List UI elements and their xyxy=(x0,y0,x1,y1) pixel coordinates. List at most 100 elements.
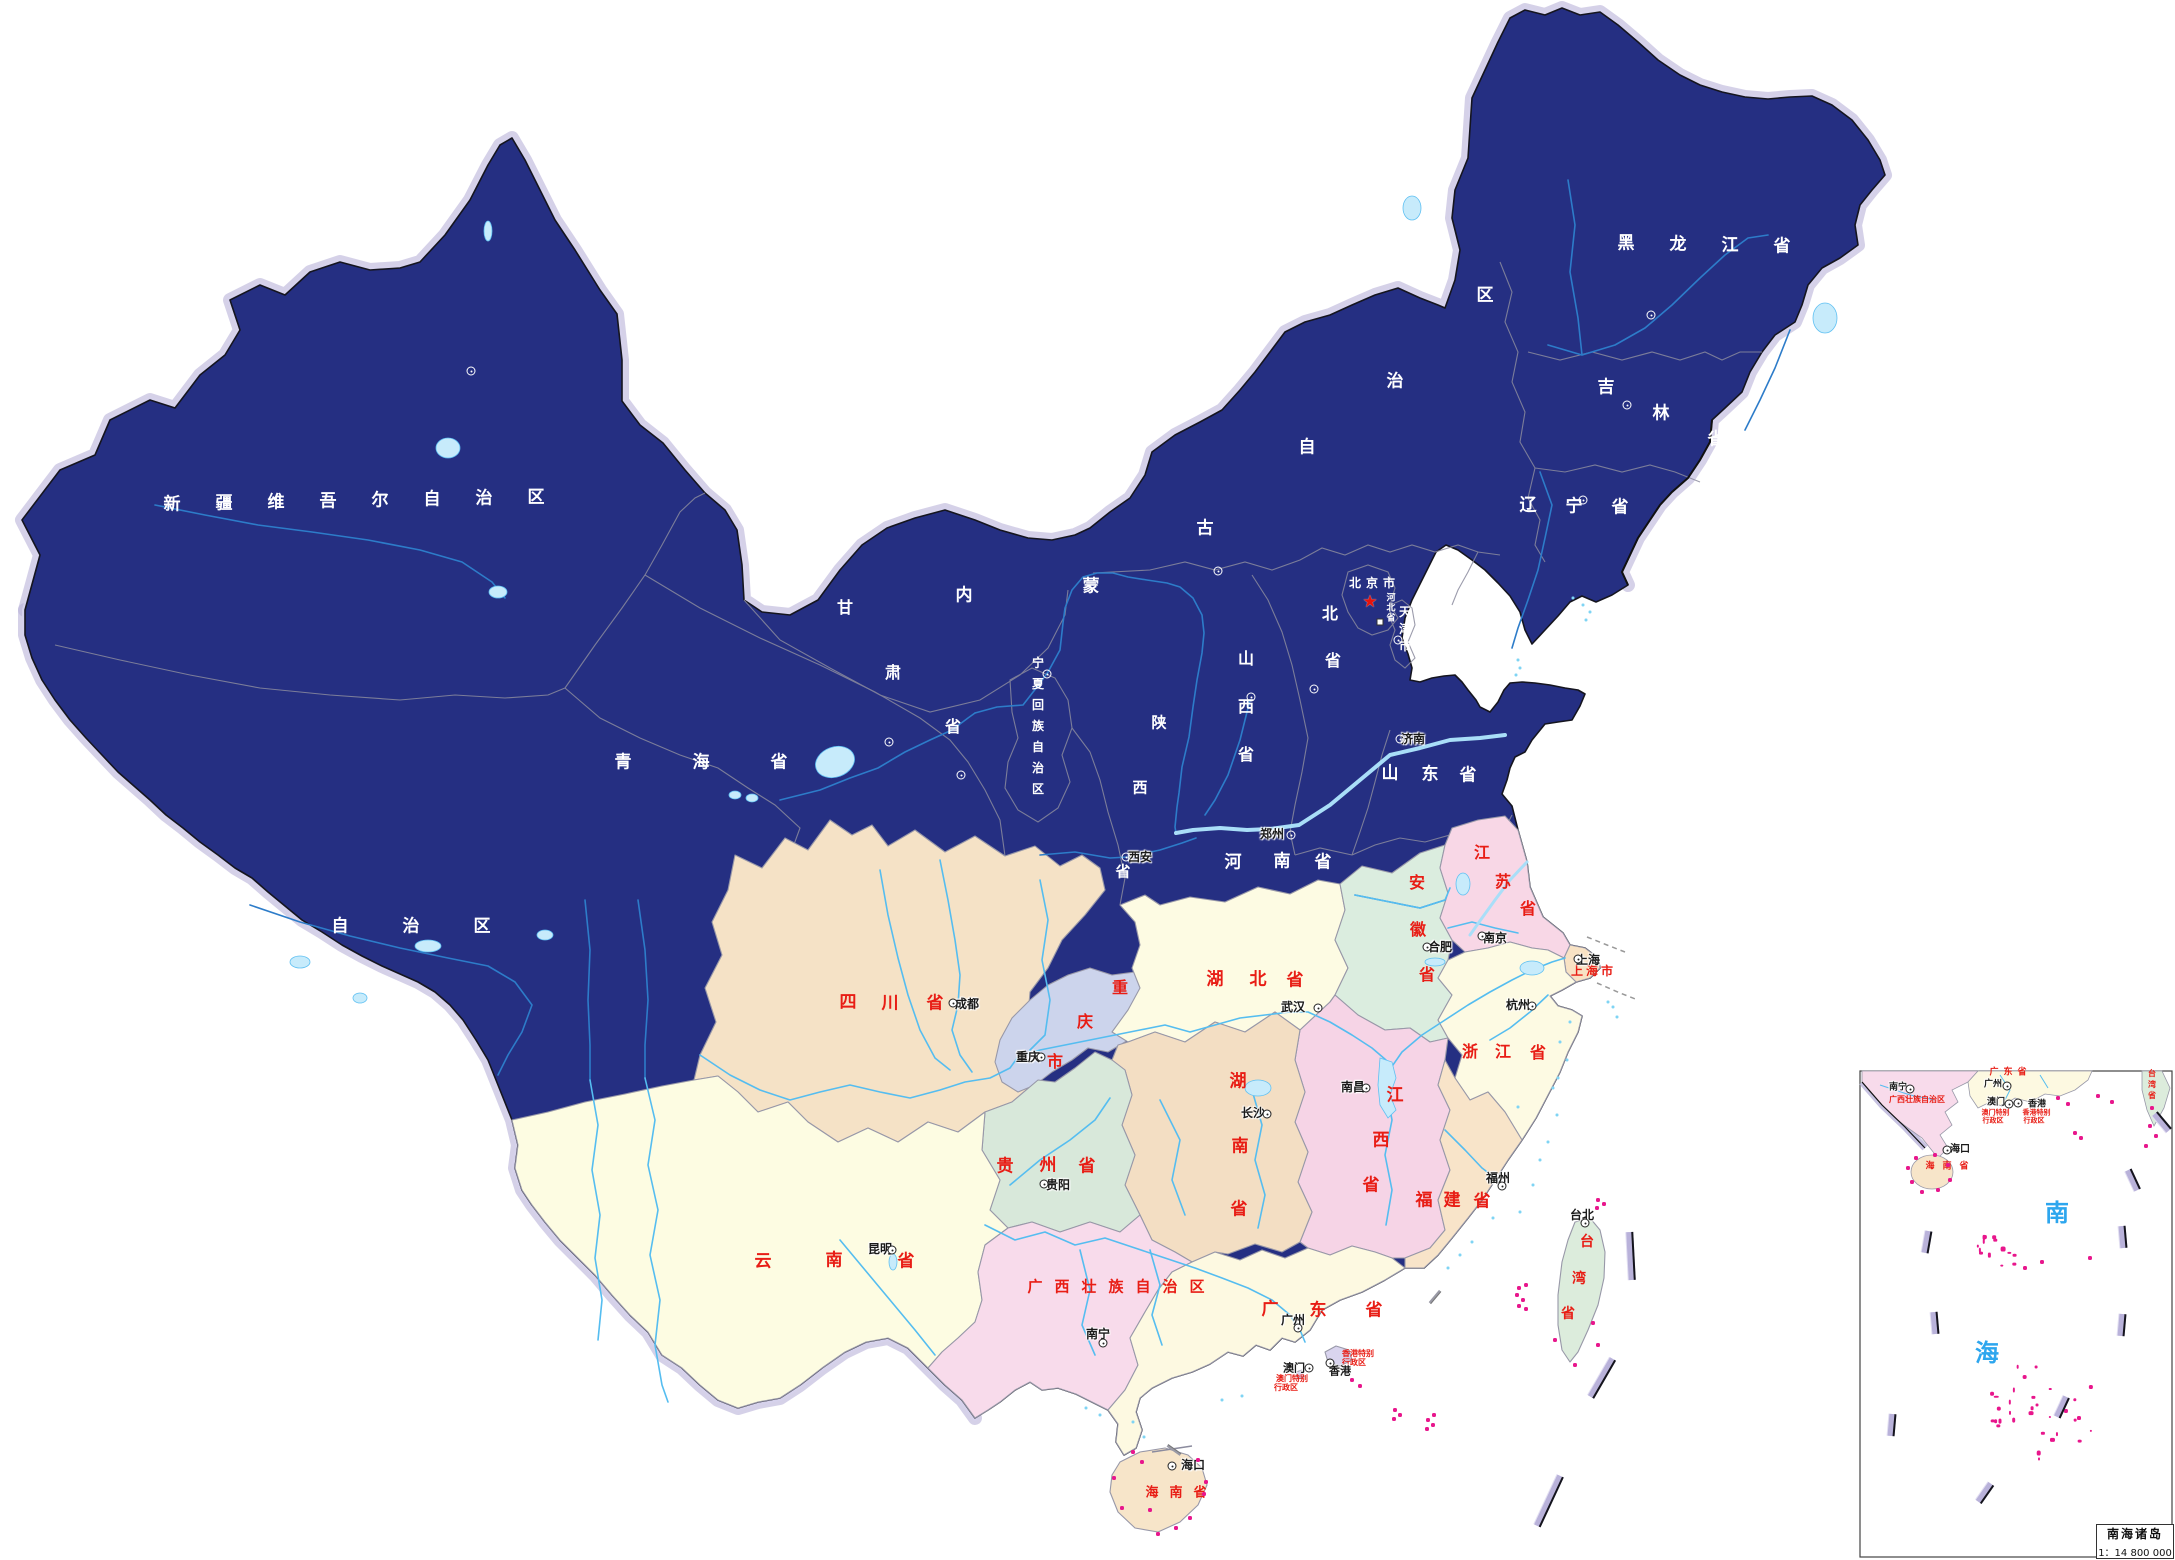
map-label: 治 xyxy=(1031,761,1045,775)
map-label: 政 xyxy=(1989,1116,1997,1125)
map-label: 别 xyxy=(2043,1108,2051,1117)
island-dot-pink xyxy=(1515,1293,1519,1297)
island-dot-pink xyxy=(1914,1156,1918,1160)
island-dot-pink xyxy=(1156,1532,1160,1536)
map-label: 省 xyxy=(1418,965,1436,984)
map-label: 市 xyxy=(1046,1052,1064,1071)
island-dot-pink xyxy=(1358,1384,1362,1388)
map-label: 省 xyxy=(1324,651,1342,670)
island-dot-pink xyxy=(2077,1439,2082,1443)
island-dot-pink xyxy=(2064,1409,2069,1414)
map-label: 行 xyxy=(1274,1383,1282,1392)
map-label: 维 xyxy=(267,492,285,513)
island-dot-pink xyxy=(1993,1395,1999,1399)
island-dot-pink xyxy=(1595,1206,1599,1210)
city-ring-marker xyxy=(884,737,894,747)
map-label: 省 xyxy=(2017,1067,2027,1078)
map-label: 辽 xyxy=(1519,495,1537,516)
map-label: 区 xyxy=(1290,1383,1298,1392)
islet-dot-cyan xyxy=(1606,1000,1610,1004)
map-label: 省 xyxy=(926,993,944,1014)
map-label: 治 xyxy=(1162,1277,1178,1296)
map-label: 市 xyxy=(1382,576,1396,590)
city-ring-marker xyxy=(466,366,476,376)
city-ring-marker xyxy=(1313,1003,1323,1013)
island-dot-pink xyxy=(1573,1363,1577,1367)
map-label: 浙 xyxy=(1461,1042,1479,1061)
island-dot-pink xyxy=(2012,1387,2015,1393)
map-label: 自 xyxy=(423,489,441,510)
map-label: 政 xyxy=(1282,1383,1290,1392)
city-square-marker xyxy=(1376,618,1384,626)
island-dot-pink xyxy=(1350,1378,1354,1382)
map-label: 壮 xyxy=(1905,1095,1913,1104)
island-dot-pink xyxy=(1910,1180,1914,1184)
map-label: 天 xyxy=(1398,605,1412,619)
map-label: 甘 xyxy=(836,598,854,617)
map-label: 海 xyxy=(692,752,710,773)
island-dot-pink xyxy=(1131,1450,1135,1454)
island-dot-pink xyxy=(1920,1190,1924,1194)
islet-dot-cyan xyxy=(1568,1020,1572,1024)
map-label: 省 xyxy=(1078,1156,1096,1177)
map-label: 广州 xyxy=(1280,1313,1306,1327)
beijing-star-marker: ★ xyxy=(1362,592,1378,612)
islet-dot-cyan xyxy=(1220,1398,1224,1402)
map-label: 自 xyxy=(1031,740,1045,754)
island-dot-pink xyxy=(2035,1403,2039,1407)
island-dot-pink xyxy=(2073,1398,2077,1402)
map-label: 行 xyxy=(1982,1116,1990,1125)
map-label: 西 xyxy=(1237,697,1255,716)
province-zhejiang xyxy=(1437,941,1583,1141)
island-dot-pink xyxy=(1948,1178,1952,1182)
map-label: 海口 xyxy=(1180,1458,1206,1472)
map-label: 区 xyxy=(1189,1277,1205,1296)
inset-scale: 1：14 800 000 xyxy=(2098,1547,2172,1559)
map-label: 广州 xyxy=(1983,1079,2003,1090)
map-label: 东 xyxy=(1309,1300,1327,1321)
island-dot-pink xyxy=(1524,1307,1528,1311)
map-label: 海 xyxy=(1145,1485,1159,1501)
island-dot-pink xyxy=(1936,1188,1940,1192)
island-dot-pink xyxy=(2144,1144,2148,1148)
map-label: 省 xyxy=(1237,745,1255,764)
islet-dot-cyan xyxy=(1446,1266,1450,1270)
map-label: 青 xyxy=(614,752,632,773)
city-ring-marker xyxy=(1262,1109,1272,1119)
map-label: 门 xyxy=(1988,1108,1996,1117)
island-dot-pink xyxy=(1553,1338,1557,1342)
island-dot-pink xyxy=(2031,1406,2034,1411)
map-label: 族 xyxy=(1913,1095,1921,1104)
map-label: 省 xyxy=(1611,497,1629,518)
map-label: 自 xyxy=(1135,1277,1151,1296)
map-label: 治 xyxy=(1929,1095,1937,1104)
map-label: 山 xyxy=(1381,763,1399,784)
map-label: 江 xyxy=(1494,1042,1512,1061)
island-dot-pink xyxy=(2007,1251,2011,1254)
map-label: 宁 xyxy=(1565,496,1583,517)
island-dot-pink xyxy=(1591,1321,1595,1325)
map-label: 台北 xyxy=(1569,1208,1595,1222)
city-ring-marker xyxy=(1578,495,1588,505)
map-label: 特 xyxy=(1995,1108,2003,1117)
island-dot-pink xyxy=(2154,1134,2158,1138)
islet-dot-cyan xyxy=(1142,1435,1146,1439)
map-label: 政 xyxy=(2030,1116,2038,1125)
map-label: 省 xyxy=(1314,852,1332,873)
island-dot-pink xyxy=(1996,1406,2002,1412)
islet-dot-cyan xyxy=(1538,1158,1542,1162)
inset-guangdong xyxy=(1967,1070,2093,1109)
map-label: 河 xyxy=(1386,593,1396,604)
map-label: 壮 xyxy=(1081,1277,1097,1296)
map-label: 尔 xyxy=(371,490,389,511)
map-label: 省 xyxy=(770,752,788,773)
island-dot-pink xyxy=(2050,1437,2055,1442)
map-label: 特 xyxy=(2036,1108,2044,1117)
map-label: 别 xyxy=(1300,1374,1308,1383)
map-label: 南 xyxy=(2045,1199,2069,1227)
islet-dot-cyan xyxy=(1615,1015,1619,1019)
island-dot-pink xyxy=(2031,1396,2036,1399)
island-dot-pink xyxy=(2150,1106,2154,1110)
city-ring-marker xyxy=(1121,852,1131,862)
city-ring-marker xyxy=(1042,669,1052,679)
